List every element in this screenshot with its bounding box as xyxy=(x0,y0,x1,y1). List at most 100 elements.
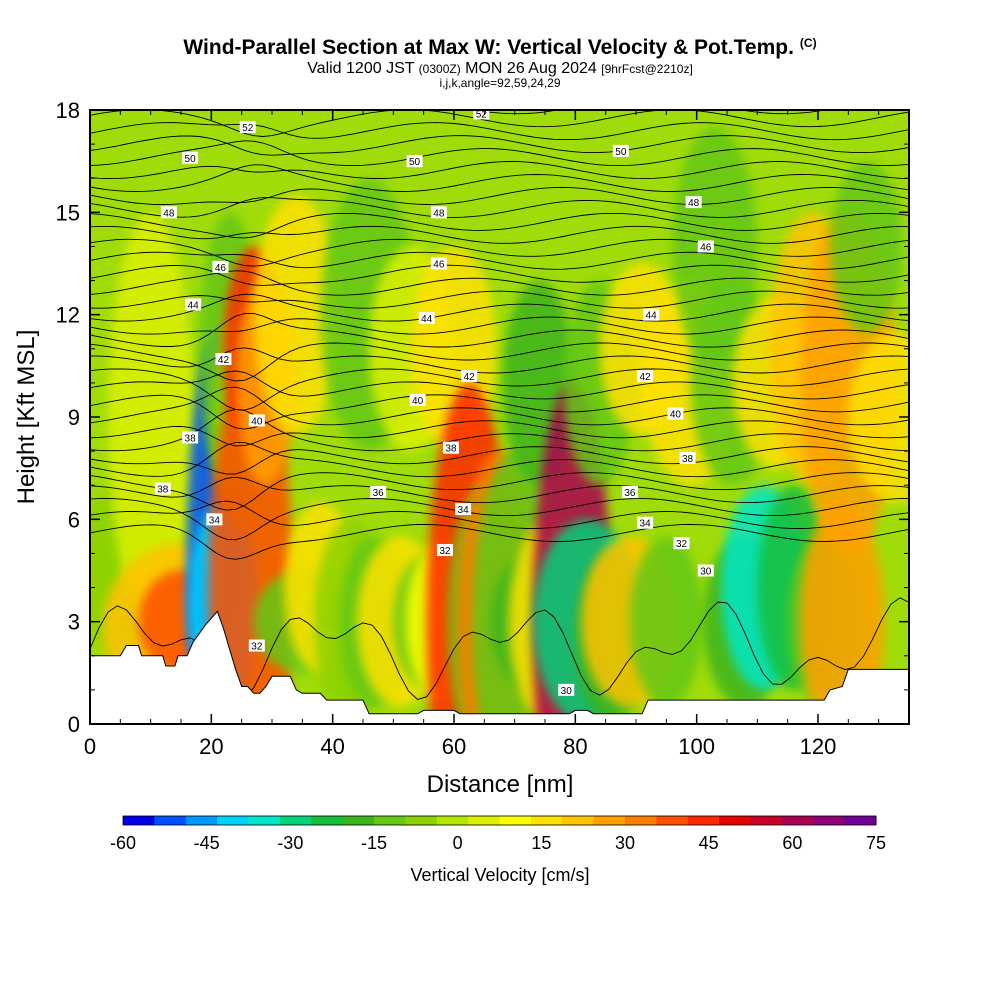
theta-contour xyxy=(90,472,909,511)
svg-text:32: 32 xyxy=(251,642,263,653)
svg-text:38: 38 xyxy=(185,433,197,444)
theta-label: 34 xyxy=(206,513,223,526)
colorbar-label: Vertical Velocity [cm/s] xyxy=(410,865,589,885)
svg-text:46: 46 xyxy=(433,260,445,271)
theta-label: 46 xyxy=(430,257,447,271)
x-tick-label: 60 xyxy=(442,734,466,759)
theta-contour xyxy=(90,500,909,529)
colorbar-tick-label: 30 xyxy=(615,833,635,853)
svg-text:50: 50 xyxy=(185,154,197,165)
colorbar-swatch xyxy=(248,816,281,825)
colorbar-swatch xyxy=(719,816,751,825)
svg-text:30: 30 xyxy=(700,567,712,578)
terrain-fill xyxy=(90,610,909,724)
theta-contour xyxy=(90,342,909,382)
theta-label: 44 xyxy=(643,308,660,322)
theta-label: 52 xyxy=(239,121,256,134)
colorbar-swatch xyxy=(405,816,438,825)
theta-contour xyxy=(90,264,909,286)
colorbar-frame xyxy=(122,815,877,826)
svg-text:40: 40 xyxy=(412,396,424,407)
colorbar: -60 -45 -30 -15 0 15 30 45 60 75 xyxy=(110,815,886,853)
theta-contour xyxy=(90,312,909,348)
svg-text:40: 40 xyxy=(251,416,263,427)
svg-text:38: 38 xyxy=(682,454,694,465)
theta-contour xyxy=(90,251,909,270)
svg-text:32: 32 xyxy=(439,546,451,557)
theta-label: 48 xyxy=(685,196,702,209)
colorbar-tick-label: -60 xyxy=(110,833,136,853)
colorbar-swatch xyxy=(530,816,563,825)
theta-label: 48 xyxy=(160,206,177,219)
theta-label: 42 xyxy=(461,370,478,383)
theta-contour xyxy=(472,110,828,115)
theta-contour xyxy=(90,441,909,478)
svg-text:48: 48 xyxy=(688,198,700,209)
colorbar-swatch xyxy=(813,816,846,825)
theta-contour xyxy=(90,408,909,452)
svg-text:34: 34 xyxy=(209,515,221,526)
theta-contour xyxy=(90,420,909,447)
x-tick-label: 80 xyxy=(563,734,587,759)
colorbar-tick-label: 45 xyxy=(699,833,719,853)
colorbar-tick-label: -45 xyxy=(194,833,220,853)
x-axis-label: Distance [nm] xyxy=(427,771,574,798)
colorbar-tick-label: -15 xyxy=(361,833,387,853)
theta-label: 48 xyxy=(430,206,447,219)
theta-contour xyxy=(90,164,909,192)
terrain-mask xyxy=(90,610,909,724)
theta-label: 46 xyxy=(697,240,714,253)
contour-labels: 52 52 50 50 50 48 48 48 46 46 46 44 44 44 42 42 42 40 40 40… xyxy=(154,107,714,697)
svg-text:30: 30 xyxy=(561,686,573,697)
colorbar-swatch xyxy=(374,816,406,825)
theta-label: 34 xyxy=(455,503,472,516)
colorbar-swatch xyxy=(436,816,469,825)
svg-text:34: 34 xyxy=(458,505,470,516)
theta-contour xyxy=(90,446,909,475)
colorbar-swatch xyxy=(468,816,500,825)
svg-text:46: 46 xyxy=(700,242,712,253)
theta-label: 32 xyxy=(673,537,690,550)
theta-contour xyxy=(90,368,909,411)
chart-subtitle: Valid 1200 JST (0300Z) MON 26 Aug 2024 [… xyxy=(307,60,693,77)
theta-label: 44 xyxy=(418,312,435,325)
theta-label: 36 xyxy=(621,486,638,499)
colorbar-swatch xyxy=(687,816,720,825)
y-tick-label: 12 xyxy=(56,303,80,328)
theta-label: 40 xyxy=(409,393,426,407)
x-tick-label: 120 xyxy=(800,734,837,759)
y-axis-label: Height [Kft MSL] xyxy=(13,330,40,505)
theta-label: 34 xyxy=(637,516,654,530)
chart-grid-indices: i,j,k,angle=92,59,24,29 xyxy=(439,76,561,90)
theta-contour xyxy=(90,212,909,239)
velocity-cell xyxy=(108,212,194,622)
theta-contour xyxy=(90,524,909,560)
svg-text:36: 36 xyxy=(624,488,636,499)
svg-text:52: 52 xyxy=(242,123,254,134)
theta-contour xyxy=(90,293,909,322)
colorbar-swatch xyxy=(562,816,595,825)
colorbar-tick-label: 75 xyxy=(866,833,886,853)
theta-contour xyxy=(90,394,909,430)
svg-text:34: 34 xyxy=(640,519,652,530)
y-tick-label: 6 xyxy=(68,507,80,532)
x-tick-label: 0 xyxy=(84,734,96,759)
svg-text:50: 50 xyxy=(615,147,627,158)
colorbar-swatch xyxy=(844,816,877,825)
theta-contour xyxy=(90,386,909,426)
colorbar-swatch xyxy=(185,816,218,825)
svg-text:36: 36 xyxy=(373,488,385,499)
theta-label: 32 xyxy=(248,639,265,653)
svg-text:40: 40 xyxy=(670,410,682,421)
theta-label: 38 xyxy=(679,451,696,465)
colorbar-swatch xyxy=(781,816,814,825)
svg-text:48: 48 xyxy=(433,208,445,219)
x-tick-label: 40 xyxy=(320,734,344,759)
colorbar-swatch xyxy=(593,816,626,825)
colorbar-swatch xyxy=(750,816,783,825)
theta-contour xyxy=(90,476,909,504)
y-tick-label: 0 xyxy=(68,712,80,737)
colorbar-swatch xyxy=(217,816,249,825)
svg-text:32: 32 xyxy=(676,539,688,550)
